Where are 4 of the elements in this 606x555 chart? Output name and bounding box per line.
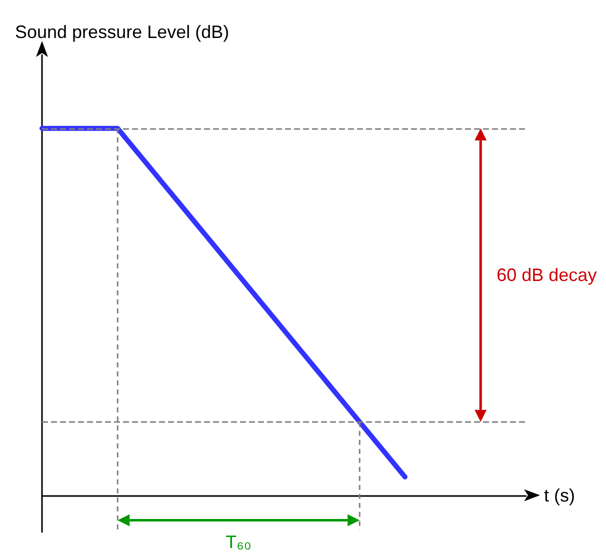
annotation: 60 dB decay [496,264,597,286]
y-axis-title: Sound pressure Level (dB) [15,22,230,42]
text: T₆₀ [226,532,252,553]
x-axis-title: t (s) [544,485,575,506]
